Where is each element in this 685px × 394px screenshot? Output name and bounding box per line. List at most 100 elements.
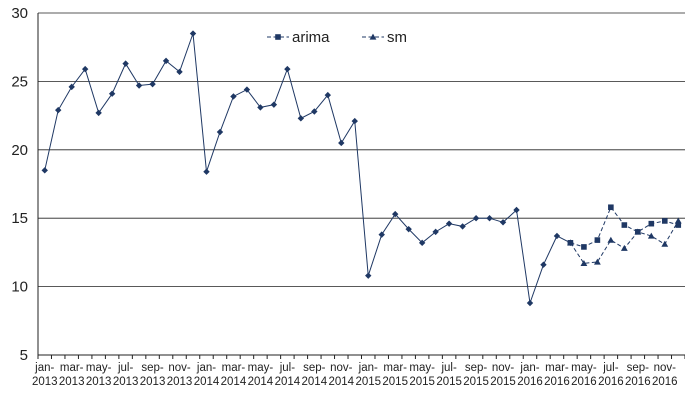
x-tick-label-month: may- <box>86 362 112 374</box>
x-tick-label-month: sep- <box>627 362 650 374</box>
data-point-diamond <box>216 128 224 136</box>
data-point-diamond <box>176 68 183 76</box>
legend-label-sm: sm <box>387 29 407 46</box>
x-tick-label-month: sep- <box>303 362 326 374</box>
data-point-diamond <box>526 299 534 307</box>
data-point-diamond <box>418 239 426 247</box>
x-tick-label-year: 2013 <box>113 376 139 388</box>
x-axis-tick-labels: jan-2013mar-2013may-2013jul-2013sep-2013… <box>32 362 678 388</box>
x-tick-label-month: jul- <box>602 362 619 374</box>
data-point-diamond <box>55 106 62 114</box>
data-point-diamond <box>189 30 197 37</box>
data-point-square <box>621 222 628 228</box>
x-tick-label-year: 2014 <box>194 376 220 388</box>
data-point-diamond <box>365 272 372 279</box>
x-tick-label-year: 2013 <box>167 376 193 388</box>
x-tick-label-year: 2016 <box>544 376 570 388</box>
y-tick-label: 30 <box>11 5 28 22</box>
x-tick-label-year: 2013 <box>32 376 58 388</box>
data-point-diamond <box>243 86 251 93</box>
x-tick-label-year: 2016 <box>625 376 651 388</box>
x-tick-label-month: nov- <box>168 362 191 374</box>
legend: arima sm <box>267 29 407 46</box>
axes <box>37 13 685 359</box>
x-tick-label-month: mar- <box>60 362 84 374</box>
x-tick-label-year: 2015 <box>382 376 408 388</box>
data-point-triangle <box>674 217 682 224</box>
x-tick-label-month: jan- <box>519 362 539 374</box>
x-tick-label-year: 2014 <box>275 376 301 388</box>
x-tick-label-month: may- <box>409 362 435 374</box>
x-tick-label-year: 2016 <box>598 376 624 388</box>
x-tick-label-month: nov- <box>654 362 677 374</box>
x-tick-label-year: 2016 <box>571 376 597 388</box>
data-point-diamond <box>81 65 89 73</box>
x-tick-label-month: may- <box>571 362 597 374</box>
y-axis-tick-labels: 5 10 15 20 25 30 <box>11 5 28 364</box>
data-point-triangle <box>607 236 615 243</box>
x-tick-label-year: 2014 <box>221 376 247 388</box>
x-tick-label-year: 2014 <box>248 376 274 388</box>
x-tick-label-month: sep- <box>465 362 488 374</box>
y-tick-label: 10 <box>11 279 28 296</box>
data-point-square <box>648 220 655 227</box>
data-point-diamond <box>95 109 102 117</box>
data-point-diamond <box>311 108 318 115</box>
data-point-triangle <box>580 259 588 266</box>
y-tick-label: 15 <box>11 210 28 227</box>
data-point-triangle <box>647 232 655 239</box>
x-tick-label-month: mar- <box>222 362 246 374</box>
data-point-diamond <box>486 215 493 222</box>
data-point-diamond <box>230 93 237 100</box>
data-point-diamond <box>162 57 170 65</box>
x-tick-label-year: 2013 <box>140 376 166 388</box>
x-tick-label-month: jan- <box>196 362 216 374</box>
data-point-diamond <box>391 210 399 218</box>
data-point-triangle <box>593 258 601 265</box>
data-point-diamond <box>540 261 547 268</box>
data-point-diamond <box>284 65 291 73</box>
x-tick-label-year: 2016 <box>652 376 678 388</box>
x-tick-label-year: 2015 <box>436 376 462 388</box>
x-tick-label-month: sep- <box>141 362 164 374</box>
data-point-diamond <box>68 83 75 91</box>
x-tick-label-month: mar- <box>383 362 407 374</box>
y-tick-label: 25 <box>11 73 28 90</box>
data-point-diamond <box>149 80 156 88</box>
legend-label-arima: arima <box>292 29 330 46</box>
x-tick-label-year: 2016 <box>517 376 543 388</box>
x-tick-label-year: 2015 <box>490 376 516 388</box>
gridlines <box>38 12 685 288</box>
data-point-triangle <box>620 244 628 251</box>
data-point-diamond <box>122 60 129 67</box>
x-tick-label-year: 2013 <box>59 376 85 388</box>
data-point-diamond <box>405 225 412 233</box>
data-point-diamond <box>499 219 507 226</box>
y-tick-label: 20 <box>11 142 28 159</box>
data-point-triangle <box>567 239 574 246</box>
data-point-square <box>661 218 668 224</box>
data-point-triangle <box>634 228 642 235</box>
data-point-diamond <box>445 220 453 227</box>
data-point-diamond <box>108 90 116 97</box>
data-point-square <box>608 204 614 211</box>
series-group <box>41 30 682 307</box>
data-point-diamond <box>378 231 385 238</box>
y-tick-label: 5 <box>20 347 28 364</box>
x-tick-label-month: jul- <box>279 362 296 374</box>
x-tick-label-year: 2014 <box>302 376 328 388</box>
x-tick-label-month: jul- <box>440 362 457 374</box>
data-point-diamond <box>351 117 358 125</box>
x-tick-label-month: nov- <box>492 362 515 374</box>
x-tick-label-month: jul- <box>117 362 134 374</box>
data-point-square <box>275 34 281 40</box>
data-point-diamond <box>297 115 305 122</box>
data-point-diamond <box>203 168 210 175</box>
data-point-diamond <box>459 223 466 230</box>
data-point-diamond <box>270 101 278 108</box>
data-point-square <box>594 237 601 243</box>
x-tick-label-month: may- <box>248 362 274 374</box>
x-tick-label-year: 2015 <box>409 376 435 388</box>
data-point-diamond <box>338 139 345 147</box>
